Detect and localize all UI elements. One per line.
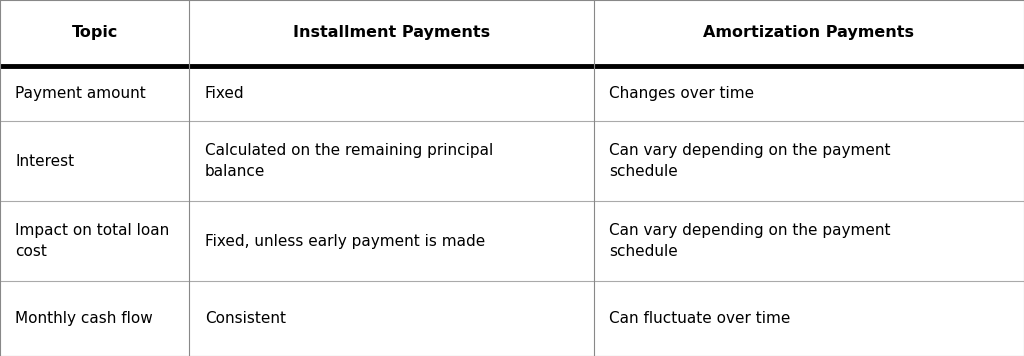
Text: Interest: Interest bbox=[15, 153, 75, 169]
Text: Changes over time: Changes over time bbox=[609, 86, 755, 101]
Text: Impact on total loan
cost: Impact on total loan cost bbox=[15, 223, 170, 259]
Text: Fixed: Fixed bbox=[205, 86, 245, 101]
Text: Can vary depending on the payment
schedule: Can vary depending on the payment schedu… bbox=[609, 143, 891, 179]
Text: Installment Payments: Installment Payments bbox=[293, 25, 490, 41]
Text: Topic: Topic bbox=[72, 25, 118, 41]
Text: Fixed, unless early payment is made: Fixed, unless early payment is made bbox=[205, 234, 485, 249]
Text: Calculated on the remaining principal
balance: Calculated on the remaining principal ba… bbox=[205, 143, 493, 179]
Text: Monthly cash flow: Monthly cash flow bbox=[15, 311, 154, 326]
Text: Consistent: Consistent bbox=[205, 311, 286, 326]
Text: Can vary depending on the payment
schedule: Can vary depending on the payment schedu… bbox=[609, 223, 891, 259]
Text: Can fluctuate over time: Can fluctuate over time bbox=[609, 311, 791, 326]
Text: Amortization Payments: Amortization Payments bbox=[703, 25, 914, 41]
Text: Payment amount: Payment amount bbox=[15, 86, 146, 101]
